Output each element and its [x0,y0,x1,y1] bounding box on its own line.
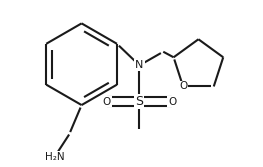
Text: S: S [135,95,143,108]
Text: O: O [168,97,176,107]
Text: H₂N: H₂N [44,152,64,162]
Text: N: N [135,60,144,70]
Text: O: O [179,81,187,92]
Text: O: O [102,97,111,107]
